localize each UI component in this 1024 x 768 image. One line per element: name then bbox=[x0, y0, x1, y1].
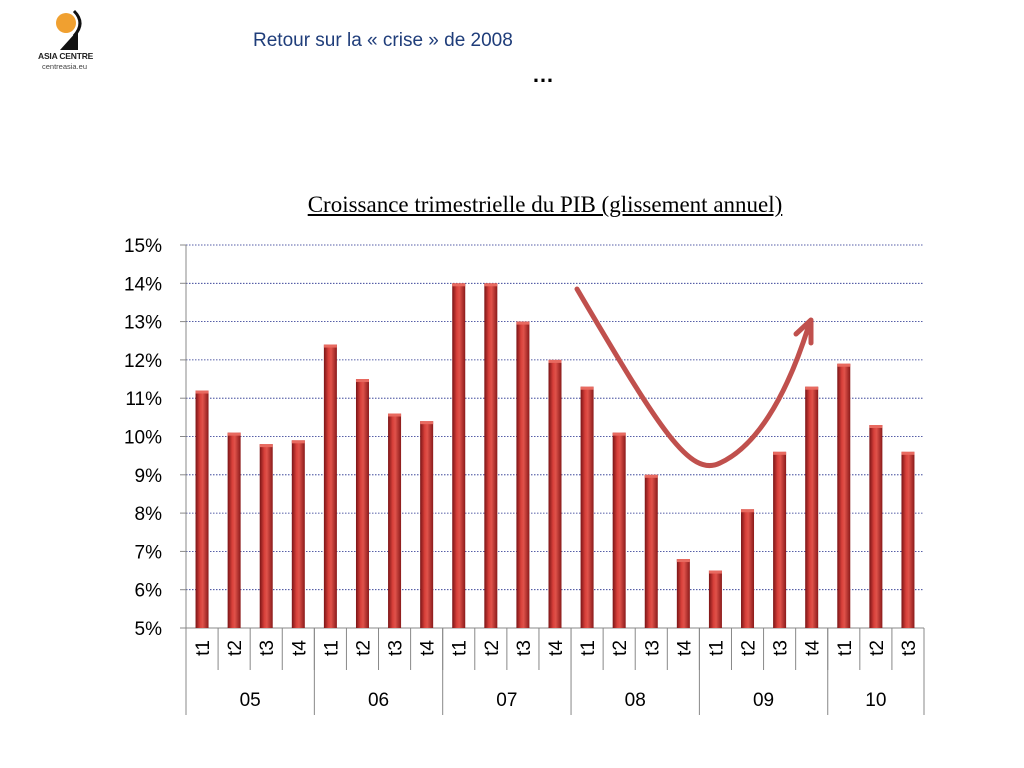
x-tick-label: t3 bbox=[257, 640, 278, 656]
bar-cap bbox=[869, 425, 883, 429]
bar bbox=[420, 421, 434, 628]
bar bbox=[484, 283, 498, 628]
bar bbox=[676, 559, 690, 628]
group-label: 10 bbox=[865, 690, 886, 711]
bar-cap bbox=[259, 444, 273, 448]
logo-sun-shape bbox=[56, 13, 76, 33]
group-label: 07 bbox=[496, 690, 517, 711]
x-tick-label: t4 bbox=[546, 640, 567, 656]
y-tick-label: 12% bbox=[124, 351, 162, 372]
logo-triangle-shape bbox=[60, 30, 78, 50]
x-tick-label: t4 bbox=[803, 640, 824, 656]
x-tick-label: t2 bbox=[739, 640, 760, 656]
bar bbox=[259, 444, 273, 628]
group-label: 09 bbox=[753, 690, 774, 711]
bar bbox=[741, 509, 755, 628]
bar-cap bbox=[676, 559, 690, 563]
bar bbox=[548, 359, 562, 628]
bar-cap bbox=[805, 386, 819, 390]
x-tick-label: t2 bbox=[610, 640, 631, 656]
bar-cap bbox=[420, 421, 434, 425]
x-tick-label: t3 bbox=[514, 640, 535, 656]
logo-url: centreasia.eu bbox=[42, 62, 88, 71]
group-label: 08 bbox=[625, 690, 646, 711]
bar bbox=[195, 390, 209, 628]
x-tick-label: t4 bbox=[418, 640, 439, 656]
x-tick-label: t3 bbox=[642, 640, 663, 656]
bar-cap bbox=[484, 283, 498, 287]
y-tick-label: 13% bbox=[124, 313, 162, 334]
group-label: 06 bbox=[368, 690, 389, 711]
bar-cap bbox=[516, 321, 530, 325]
bar bbox=[612, 432, 626, 628]
bar-cap bbox=[580, 386, 594, 390]
bar-cap bbox=[227, 432, 241, 436]
asia-centre-logo: ASIA CENTRE centreasia.eu bbox=[38, 6, 102, 72]
y-tick-label: 6% bbox=[135, 581, 163, 602]
x-tick-label: t3 bbox=[771, 640, 792, 656]
bar bbox=[708, 570, 722, 628]
bar bbox=[805, 386, 819, 628]
bar bbox=[901, 451, 915, 628]
group-label: 05 bbox=[240, 690, 261, 711]
y-tick-label: 5% bbox=[135, 619, 163, 640]
bar-cap bbox=[612, 432, 626, 436]
bar bbox=[291, 440, 305, 628]
axis-labels: 5% 6% 7% 8% 9% 10% 11% 12% 13% 14% 15% t1 t2 t3 t4 t1 t2… bbox=[124, 236, 920, 711]
y-tick-label: 9% bbox=[135, 466, 163, 487]
bar-cap bbox=[388, 413, 402, 417]
bar-cap bbox=[323, 344, 337, 348]
x-tick-label: t1 bbox=[706, 640, 727, 656]
x-tick-label: t2 bbox=[225, 640, 246, 656]
bar-cap bbox=[644, 474, 658, 478]
trend-arrow-head bbox=[793, 317, 814, 346]
x-tick-label: t3 bbox=[386, 640, 407, 656]
bar bbox=[580, 386, 594, 628]
slide-title: Retour sur la « crise » de 2008 bbox=[253, 30, 513, 51]
bar bbox=[227, 432, 241, 628]
x-tick-label: t1 bbox=[578, 640, 599, 656]
x-tick-label: t3 bbox=[899, 640, 920, 656]
bar-cap bbox=[291, 440, 305, 444]
bar-cap bbox=[708, 570, 722, 574]
bars bbox=[195, 283, 915, 628]
y-tick-label: 8% bbox=[135, 504, 163, 525]
bar bbox=[323, 344, 337, 628]
bar bbox=[452, 283, 466, 628]
x-tick-label: t4 bbox=[289, 640, 310, 656]
x-tick-label: t1 bbox=[321, 640, 342, 656]
bar bbox=[355, 379, 369, 628]
bar bbox=[644, 474, 658, 628]
x-tick-label: t2 bbox=[482, 640, 503, 656]
bar bbox=[516, 321, 530, 628]
y-tick-label: 14% bbox=[124, 274, 162, 295]
title-ellipsis: … bbox=[532, 62, 554, 87]
x-tick-label: t2 bbox=[867, 640, 888, 656]
bar-cap bbox=[901, 451, 915, 455]
bar-cap bbox=[195, 390, 209, 394]
x-tick-label: t1 bbox=[450, 640, 471, 656]
trend-arrow bbox=[574, 286, 811, 469]
bar bbox=[773, 451, 787, 628]
y-tick-label: 15% bbox=[124, 236, 162, 257]
bar-cap bbox=[355, 379, 369, 383]
y-tick-label: 10% bbox=[124, 428, 162, 449]
y-tick-label: 11% bbox=[125, 389, 162, 410]
chart-title: Croissance trimestrielle du PIB (glissem… bbox=[307, 192, 783, 217]
x-tick-label: t4 bbox=[674, 640, 695, 656]
bar-cap bbox=[773, 451, 787, 455]
bar-cap bbox=[548, 359, 562, 363]
y-tick-label: 7% bbox=[135, 542, 163, 563]
bar-cap bbox=[837, 363, 851, 367]
bar-cap bbox=[741, 509, 755, 513]
logo-name: ASIA CENTRE bbox=[38, 51, 94, 61]
bar bbox=[388, 413, 402, 628]
x-tick-label: t1 bbox=[835, 640, 856, 656]
x-tick-label: t1 bbox=[193, 640, 214, 656]
x-tick-label: t2 bbox=[353, 640, 374, 656]
bar bbox=[869, 425, 883, 628]
bar-cap bbox=[452, 283, 466, 287]
bar bbox=[837, 363, 851, 628]
